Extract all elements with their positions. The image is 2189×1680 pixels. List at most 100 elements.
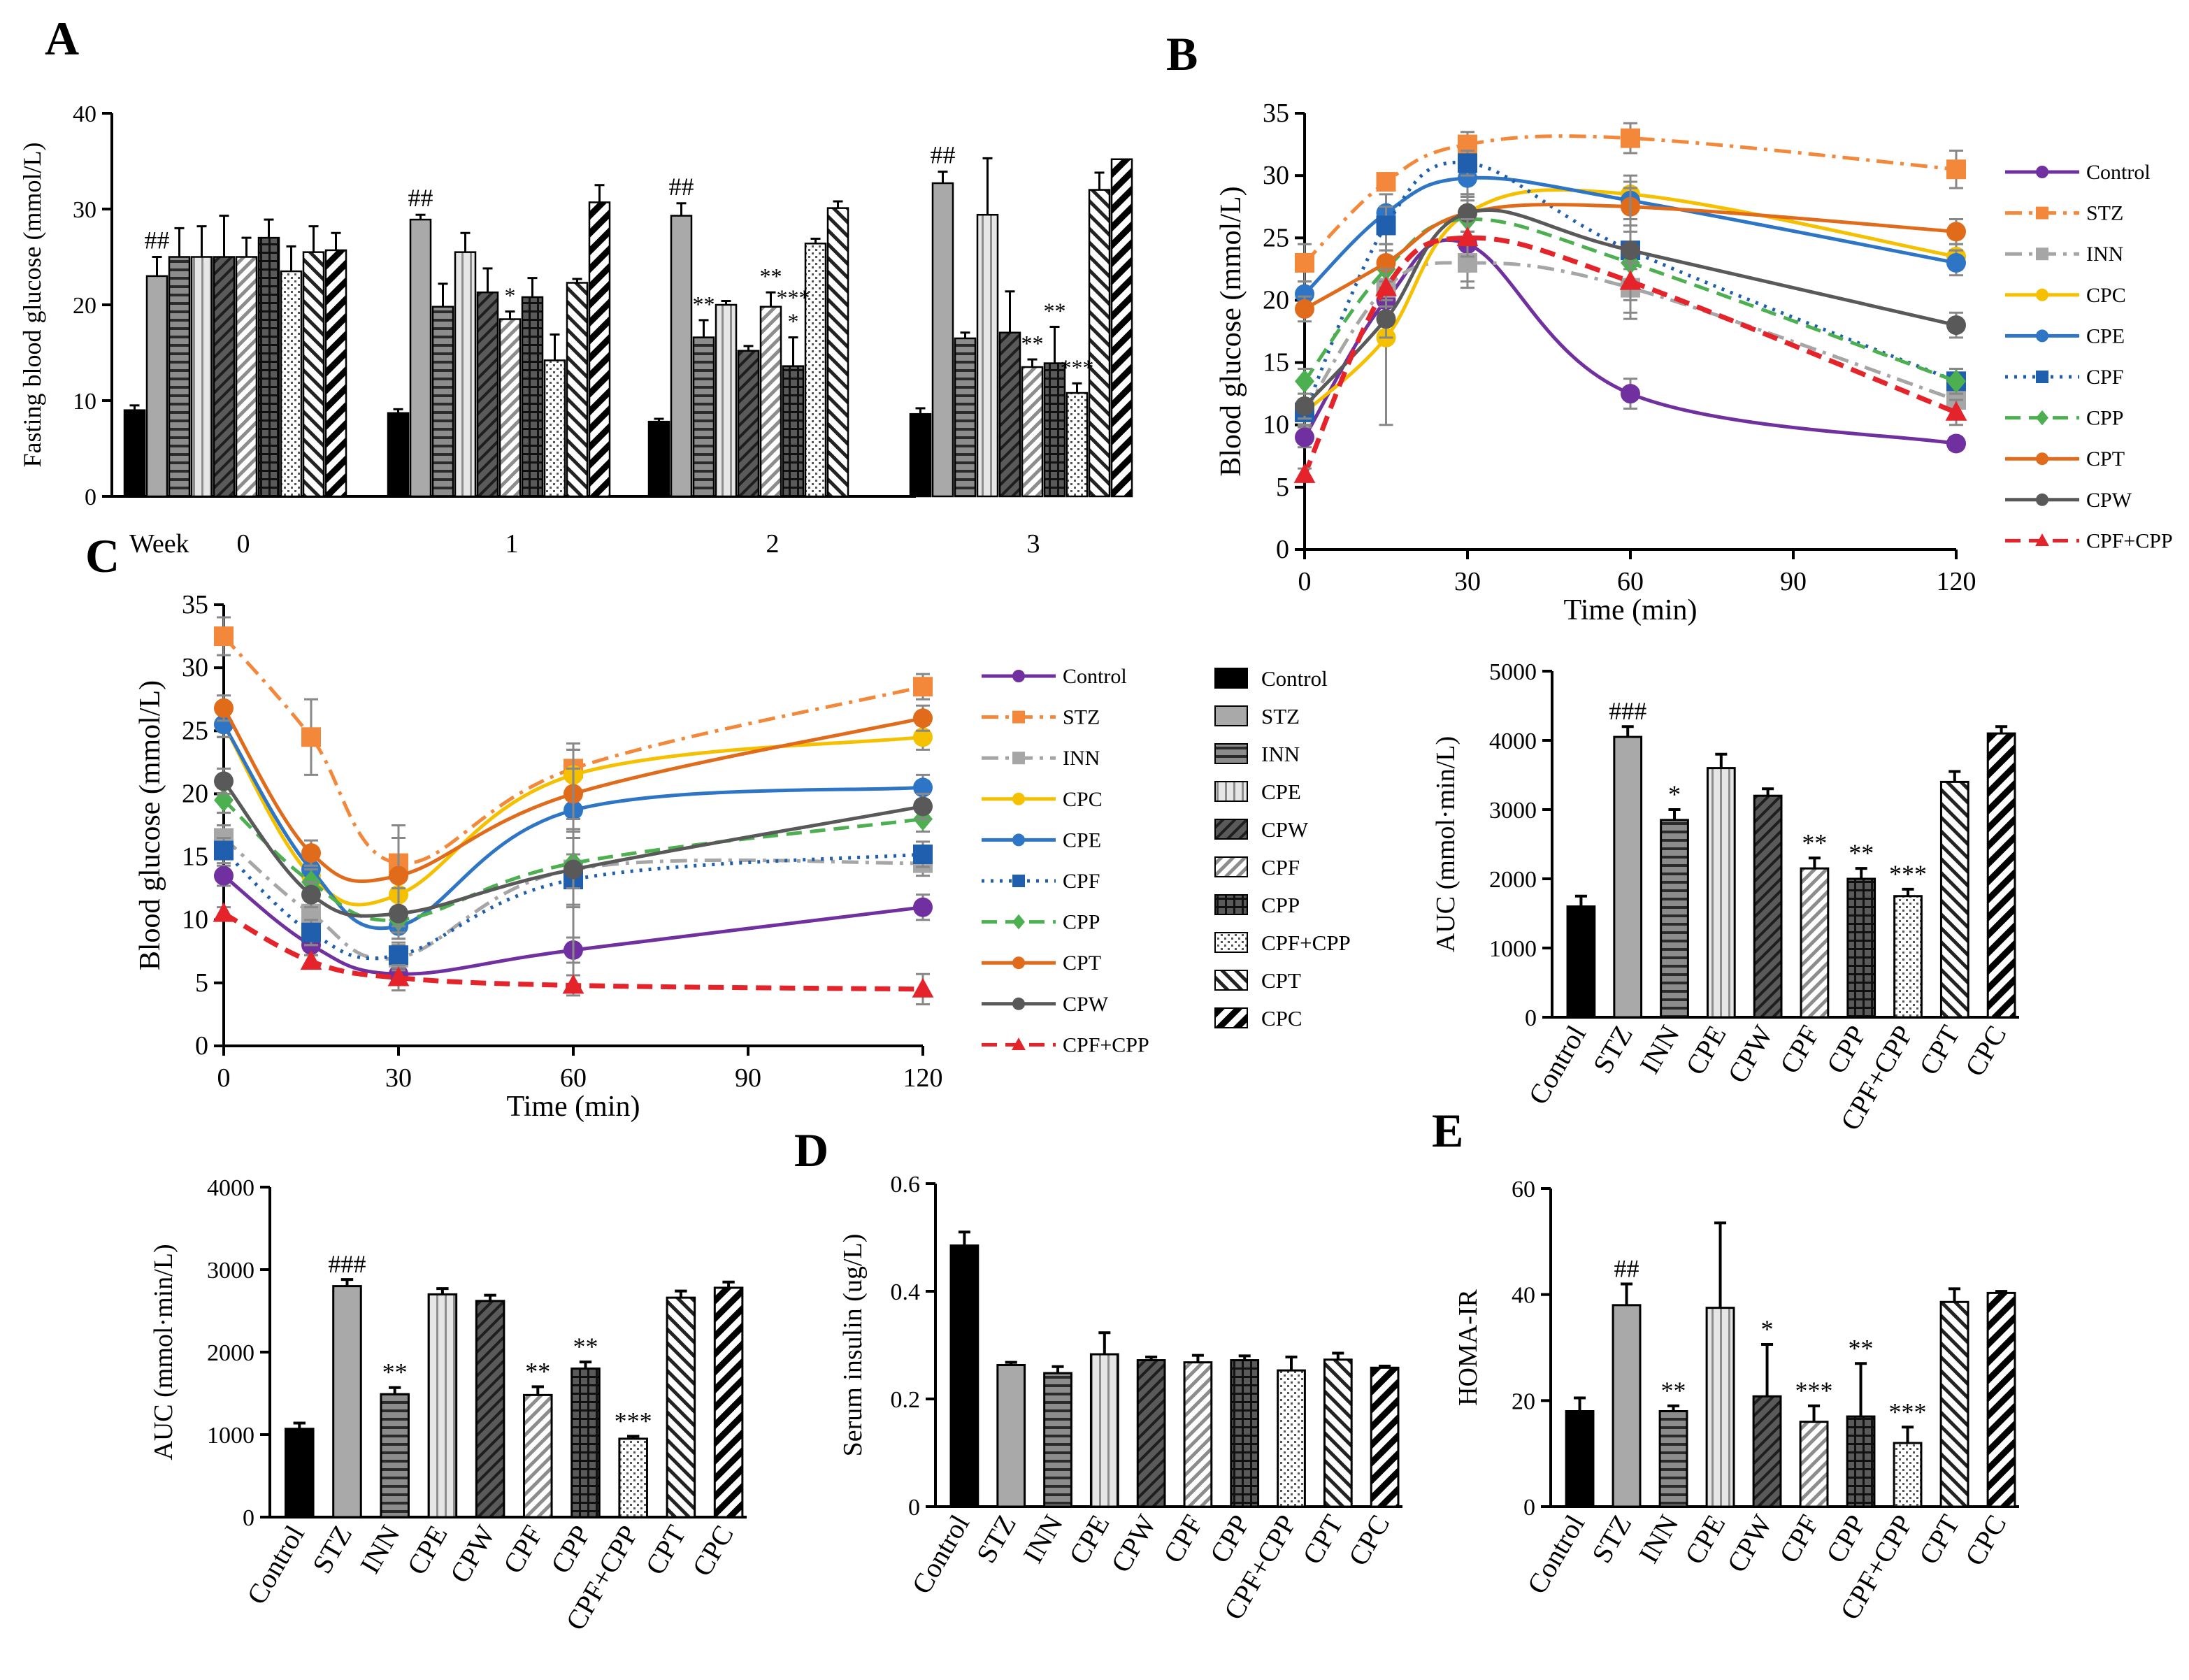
legend-marker <box>2036 166 2048 178</box>
category-label: CPT <box>639 1520 692 1580</box>
panel-auc-glucose-tolerance: 0 1000 2000 3000 4000 5000 AUC (mmol·min/L) Con… <box>1431 659 2019 1135</box>
bar-cpp <box>1846 1415 1876 1508</box>
data-point <box>1946 159 1966 180</box>
bar-week2-control <box>647 420 670 498</box>
category-label: CPW <box>1721 1509 1778 1578</box>
bar-cpf-cpp <box>1893 895 1923 1019</box>
bar-inn <box>380 1393 410 1519</box>
y-tick-label: 20 <box>73 293 96 319</box>
bar-cpp <box>1230 1359 1260 1508</box>
bar-cpf-cpp <box>1893 1442 1923 1508</box>
data-point <box>1295 369 1314 394</box>
legend-item-cpw: CPW <box>2005 489 2132 512</box>
bar-week3-stz <box>931 182 954 498</box>
data-point <box>1458 168 1477 188</box>
bar-cpw <box>1752 1395 1782 1508</box>
legend-item-stz: STZ <box>982 706 1100 729</box>
legend-label: INN <box>1261 742 1300 766</box>
data-point <box>1619 270 1642 290</box>
legend-item-stz: STZ <box>2005 202 2123 225</box>
week-label: Week <box>129 529 189 559</box>
legend-label: Control <box>2086 161 2151 184</box>
bar-week3-cpp <box>1043 362 1066 498</box>
bar-week0-cpt <box>302 251 325 498</box>
category-label: Control <box>905 1509 975 1599</box>
y-tick-label: 5 <box>1276 473 1289 502</box>
y-tick-label: 10 <box>73 389 96 415</box>
bar-week1-cpe <box>454 251 477 498</box>
bar-legend-item-cpw: CPW <box>1214 817 1309 842</box>
series-line <box>222 911 924 992</box>
panel-label-b: B <box>1166 27 1198 80</box>
x-tick-label: 60 <box>1617 567 1644 596</box>
bar-week2-stz <box>670 215 693 498</box>
bar-week2-cpf <box>759 306 782 498</box>
panel-d-serum-insulin: 0 0.2 0.4 0.6 Serum insulin (ug/L) ControlSTZ… <box>838 1172 1402 1625</box>
bar-week1-cpw <box>476 291 499 498</box>
y-axis-label: HOMA-IR <box>1454 1288 1483 1405</box>
data-point <box>389 866 408 886</box>
bar-cpw <box>475 1300 505 1519</box>
significance-mark: ** <box>1849 1334 1874 1362</box>
bar-week2-cpt <box>826 207 849 498</box>
data-point <box>1295 299 1314 319</box>
bar-legend-item-stz: STZ <box>1214 704 1300 728</box>
series-line <box>222 780 924 918</box>
bar-week1-inn <box>431 306 454 498</box>
significance-mark: ** <box>525 1358 550 1386</box>
legend-label: CPF <box>1063 870 1100 893</box>
legend-swatch <box>1214 932 1248 953</box>
y-axis-label: AUC (mmol·min/L) <box>149 1244 178 1460</box>
panel-auc-insulin-tolerance: 0 1000 2000 3000 4000 AUC (mmol·min/L) Control… <box>149 1175 747 1635</box>
legend-item-cpt: CPT <box>982 952 1101 975</box>
bar-control <box>949 1244 979 1508</box>
y-tick-label: 0 <box>1523 1495 1535 1521</box>
data-point <box>214 626 234 647</box>
legend-label: INN <box>1063 747 1100 770</box>
data-point <box>913 897 933 917</box>
legend-label: CPC <box>1063 788 1103 811</box>
bar-pattern-legend: Control STZ INN CPE CPW CPF CPP CPF+CPP CPT CPC <box>1214 666 1351 1031</box>
legend-marker <box>2036 410 2048 426</box>
bar-cpc <box>1986 1291 2016 1508</box>
bar-week3-inn <box>954 337 977 498</box>
week-tick-label: 2 <box>766 529 780 559</box>
category-label: CPF <box>497 1520 550 1579</box>
bar-week1-stz <box>409 218 432 498</box>
legend-item-cpp: CPP <box>982 911 1100 934</box>
category-label: STZ <box>1586 1509 1638 1568</box>
y-tick-label: 1000 <box>1489 936 1537 962</box>
data-point <box>1621 384 1640 404</box>
bar-inn <box>1043 1372 1072 1508</box>
y-tick-label: 4000 <box>207 1175 254 1201</box>
y-axis-label: Blood glucose (mmol/L) <box>1215 186 1247 476</box>
x-tick-label: 120 <box>903 1063 943 1093</box>
legend-item-inn: INN <box>2005 243 2123 266</box>
bar-week1-cpp <box>521 296 544 498</box>
legend-marker <box>1012 956 1025 970</box>
bar-week1-cpf <box>498 318 522 498</box>
bar-stz <box>1612 1304 1642 1508</box>
y-tick-label: 3000 <box>1489 798 1537 824</box>
category-label: Control <box>241 1520 310 1609</box>
category-label: CPC <box>1959 1509 2013 1571</box>
data-point <box>913 677 933 697</box>
bar-stz <box>332 1285 362 1519</box>
legend-marker <box>1012 875 1025 887</box>
bar-legend-item-cpe: CPE <box>1214 780 1301 804</box>
bar-week0-cpp <box>257 236 280 498</box>
bar-cpc <box>1986 732 2016 1019</box>
bar-cpf-cpp <box>618 1437 648 1519</box>
y-tick-label: 15 <box>1263 348 1289 378</box>
panel-label-a: A <box>45 12 79 65</box>
y-tick-label: 0.6 <box>891 1172 921 1198</box>
bar-legend-item-cpf-cpp: CPF+CPP <box>1214 931 1351 955</box>
bar-cpp <box>1846 877 1876 1019</box>
bar-inn <box>1658 1410 1688 1508</box>
category-label: STZ <box>970 1509 1022 1568</box>
y-tick-label: 2000 <box>207 1340 254 1366</box>
y-tick-label: 0 <box>243 1505 254 1531</box>
data-point <box>1375 276 1397 296</box>
bar-inn <box>1660 819 1689 1019</box>
bar-cpt <box>1323 1358 1353 1508</box>
